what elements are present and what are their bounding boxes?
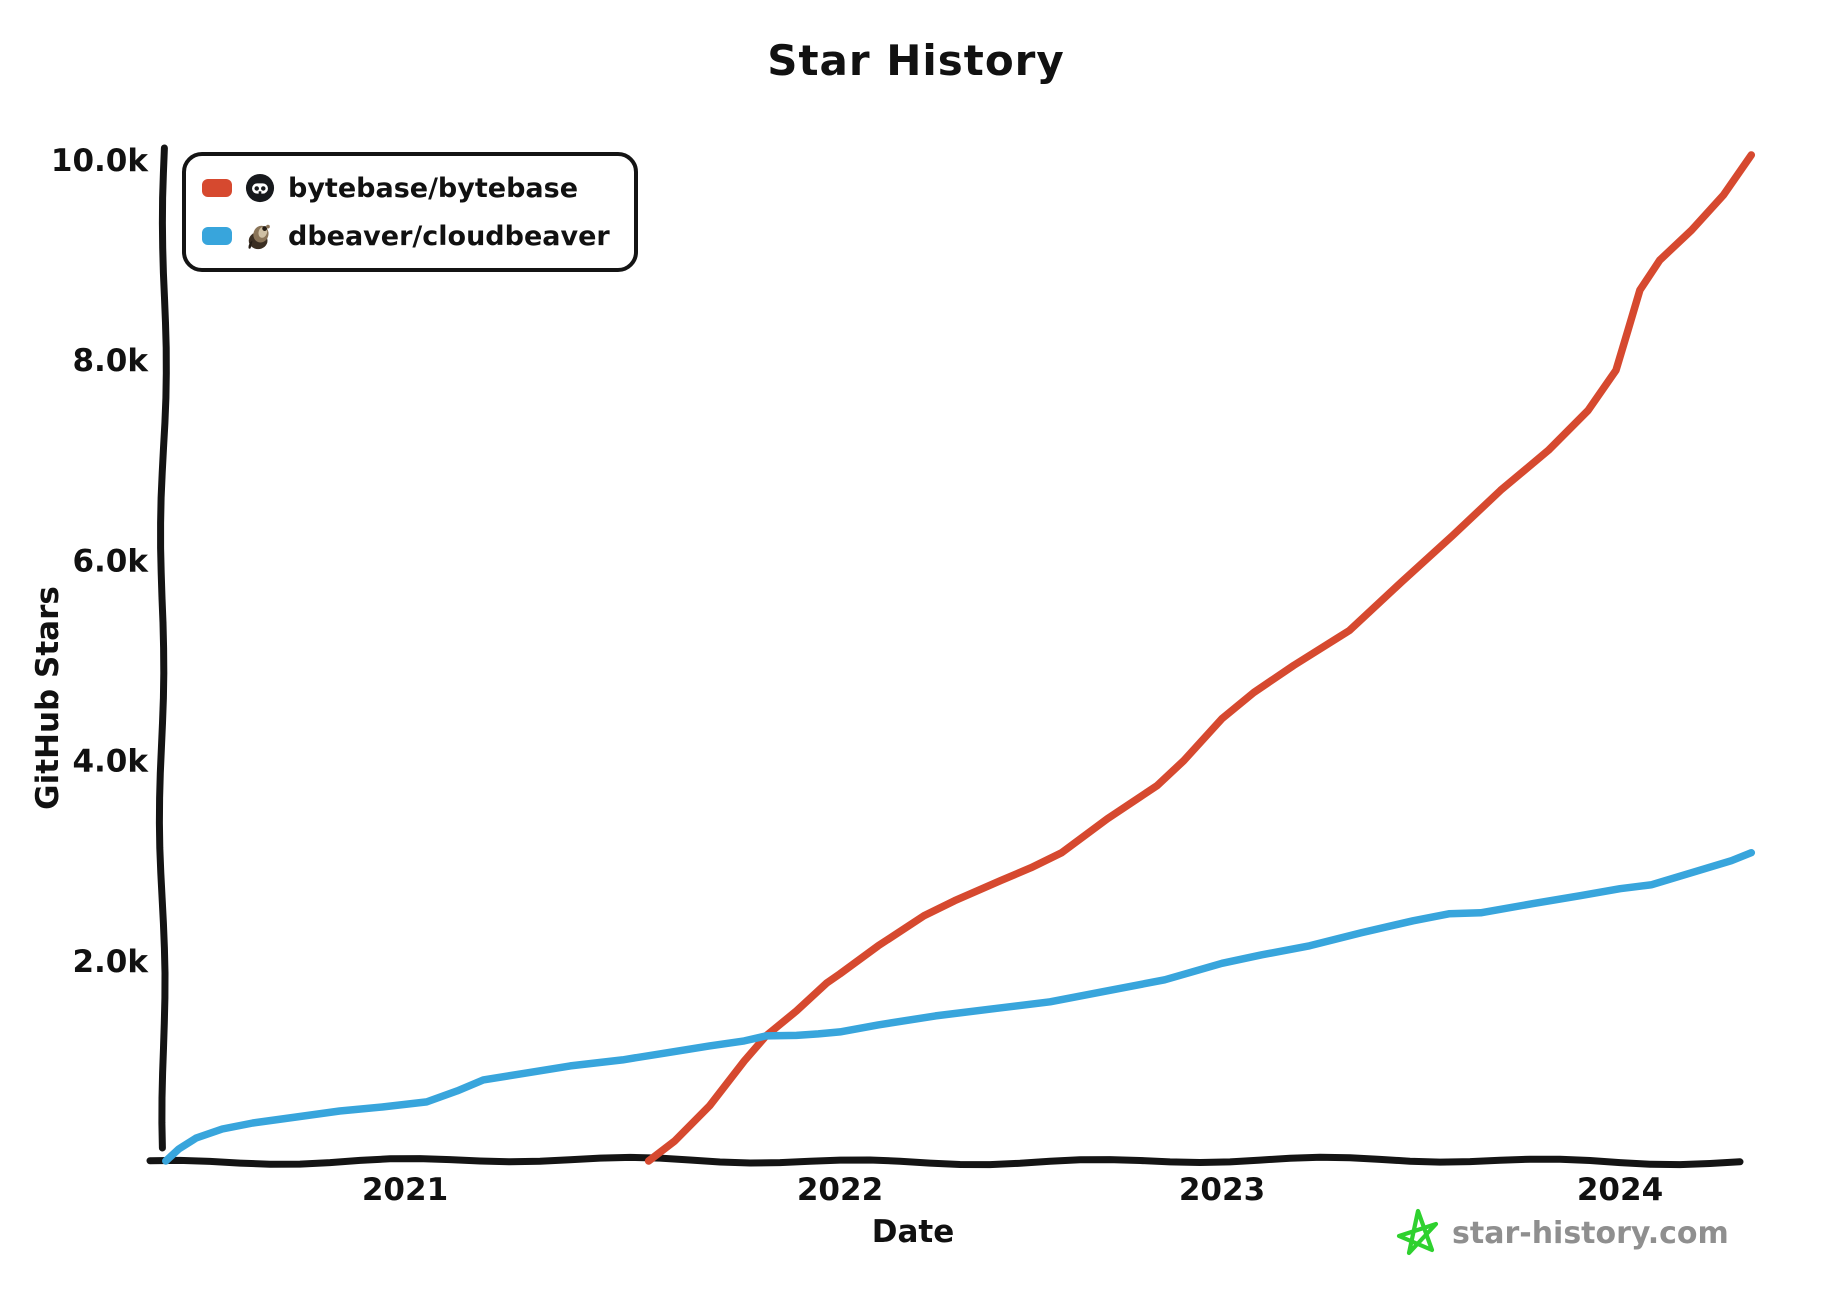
star-history-logo-icon	[1396, 1208, 1439, 1256]
attribution-text: star-history.com	[1452, 1215, 1729, 1251]
legend-label-bytebase: bytebase/bytebase	[288, 172, 579, 204]
series-line-dbeaver-cloudbeaver	[162, 848, 1756, 1165]
bytebase-avatar-icon	[245, 173, 275, 203]
y-tick-4.0k: 4.0k	[72, 744, 149, 780]
bytebase-color-swatch	[202, 179, 232, 197]
y-tick-6.0k: 6.0k	[72, 543, 149, 579]
legend: bytebase/bytebase dbeaver/cloudbeaver	[182, 152, 638, 272]
x-tick-2022: 2022	[797, 1172, 883, 1208]
x-axis-label: Date	[871, 1214, 955, 1250]
x-tick-2024: 2024	[1577, 1172, 1663, 1208]
chart-title: Star History	[767, 36, 1065, 85]
y-tick-10.0k: 10.0k	[51, 143, 149, 179]
attribution: star-history.com	[1396, 1208, 1729, 1258]
x-tick-2023: 2023	[1179, 1172, 1265, 1208]
y-axis-line	[155, 144, 170, 1152]
cloudbeaver-avatar-icon	[248, 224, 270, 250]
cloudbeaver-color-swatch	[202, 227, 232, 245]
x-tick-2021: 2021	[362, 1172, 448, 1208]
legend-item-bytebase: bytebase/bytebase	[202, 168, 610, 208]
y-tick-2.0k: 2.0k	[72, 944, 149, 980]
legend-item-cloudbeaver: dbeaver/cloudbeaver	[202, 216, 610, 256]
x-axis-line	[146, 1153, 1744, 1169]
y-tick-8.0k: 8.0k	[72, 343, 149, 379]
legend-label-cloudbeaver: dbeaver/cloudbeaver	[288, 220, 610, 252]
series-line-bytebase-bytebase	[644, 151, 1756, 1165]
